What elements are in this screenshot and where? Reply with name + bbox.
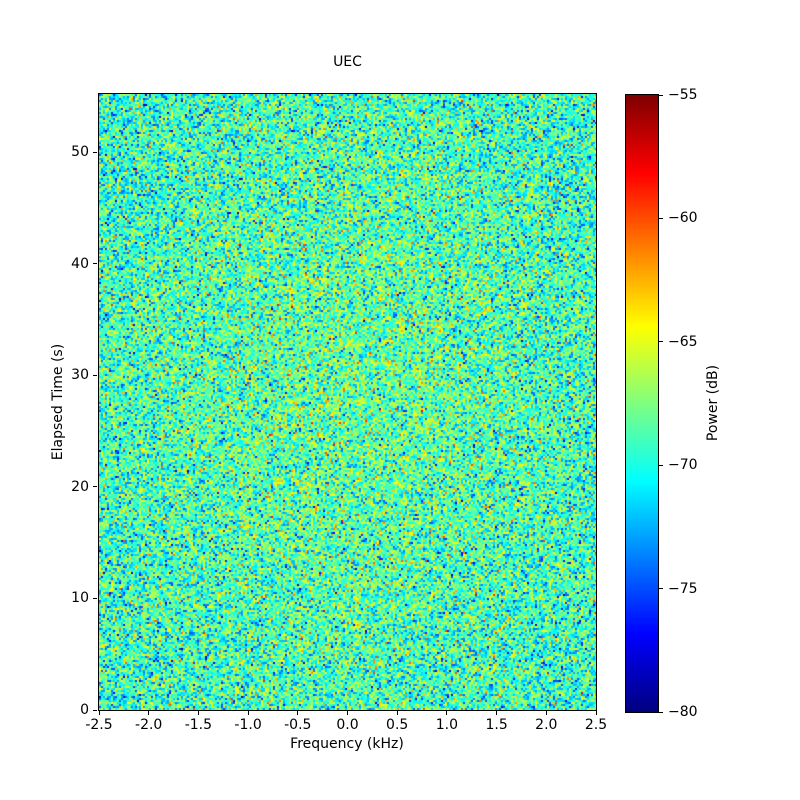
colorbar-tick-label: −60 (668, 210, 698, 227)
x-tick-label: -1.5 (184, 717, 213, 733)
colorbar-tick-mark (659, 341, 663, 343)
x-tick-mark (496, 711, 498, 715)
colorbar-tick-label: −80 (668, 704, 698, 720)
x-tick-mark (148, 711, 150, 715)
y-tick-mark (93, 486, 97, 488)
x-tick-mark (545, 711, 547, 715)
colorbar-tick-label: −75 (668, 580, 698, 597)
y-tick-mark (93, 374, 97, 376)
spectrogram-heatmap (99, 94, 596, 710)
x-tick-label: -1.0 (234, 717, 262, 733)
x-tick-mark (396, 711, 398, 715)
x-tick-label: 2.0 (535, 717, 558, 733)
x-tick-label: 2.5 (584, 717, 608, 733)
colorbar-tick-label: −65 (668, 333, 698, 350)
colorbar-tick-mark (659, 588, 663, 590)
colorbar-tick-mark (659, 711, 663, 713)
x-tick-label: -2.0 (135, 717, 163, 733)
y-tick-label: 40 (71, 255, 89, 272)
y-tick-mark (93, 151, 97, 153)
y-tick-mark (93, 709, 97, 711)
y-axis-label: Elapsed Time (s) (50, 343, 66, 461)
plot-title: UEC (333, 54, 362, 70)
colorbar-tick-mark (659, 217, 663, 219)
colorbar (625, 94, 659, 713)
x-tick-label: 1.0 (435, 717, 459, 733)
x-tick-mark (247, 711, 249, 715)
colorbar-tick-mark (659, 94, 663, 96)
x-tick-mark (446, 711, 448, 715)
x-tick-label: -0.5 (284, 717, 312, 733)
x-tick-mark (595, 711, 597, 715)
colorbar-gradient (626, 95, 658, 712)
y-tick-label: 50 (71, 144, 89, 161)
x-tick-mark (98, 711, 100, 715)
x-tick-label: -2.5 (85, 717, 113, 733)
x-tick-mark (347, 711, 348, 715)
x-tick-mark (297, 711, 299, 715)
colorbar-tick-mark (659, 464, 663, 466)
plot-area (98, 93, 597, 711)
y-tick-mark (93, 597, 97, 599)
y-tick-label: 10 (71, 590, 89, 607)
x-tick-label: 0.0 (336, 717, 359, 733)
x-tick-label: 1.5 (485, 717, 508, 733)
y-tick-mark (93, 263, 97, 265)
colorbar-tick-label: −70 (668, 457, 698, 474)
y-tick-label: 20 (71, 478, 89, 495)
x-axis-label: Frequency (kHz) (290, 736, 404, 752)
y-tick-label: 0 (80, 702, 89, 718)
x-tick-label: 0.5 (386, 717, 409, 733)
x-tick-mark (197, 711, 199, 715)
colorbar-label: Power (dB) (705, 364, 721, 442)
y-tick-label: 30 (71, 367, 89, 384)
colorbar-tick-label: −55 (668, 87, 698, 103)
